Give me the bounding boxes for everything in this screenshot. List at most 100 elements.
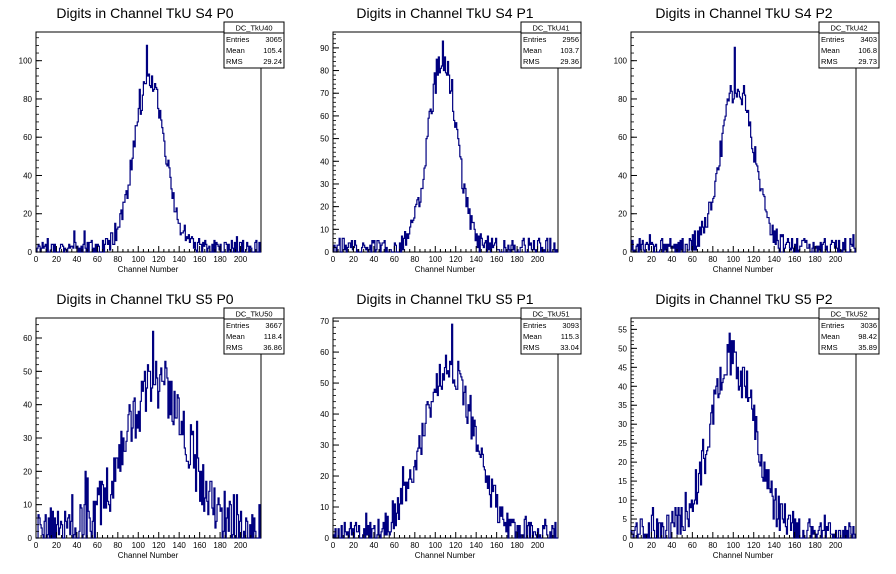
- histogram-panel: Digits in Channel TkU S4 P0 0 20 40 60 80 100 1…: [19, 5, 285, 274]
- x-tick-label: 80: [708, 541, 717, 550]
- y-tick-label: 60: [23, 133, 32, 142]
- x-tick-label: 160: [490, 541, 504, 550]
- y-tick-label: 60: [23, 334, 32, 343]
- x-tick-label: 180: [510, 541, 524, 550]
- histogram-line: [333, 40, 558, 253]
- x-tick-label: 140: [173, 541, 187, 550]
- y-tick-label: 60: [320, 112, 329, 121]
- x-tick-label: 120: [152, 255, 166, 264]
- stats-entries-value: 3403: [860, 35, 877, 44]
- y-tick-label: 80: [23, 95, 32, 104]
- x-tick-label: 200: [531, 541, 545, 550]
- chart-title: Digits in Channel TkU S5 P1: [356, 291, 533, 307]
- x-tick-label: 140: [173, 255, 187, 264]
- y-tick-label: 35: [618, 401, 627, 410]
- y-tick-label: 100: [614, 57, 628, 66]
- x-tick-label: 120: [449, 255, 463, 264]
- stats-entries-label: Entries: [226, 321, 250, 330]
- y-tick-label: 90: [320, 44, 329, 53]
- chart-title: Digits in Channel TkU S4 P2: [655, 5, 832, 21]
- x-tick-label: 140: [470, 255, 484, 264]
- stats-box-frame: [223, 307, 285, 355]
- stats-name: DC_TkU42: [830, 24, 867, 33]
- x-tick-label: 0: [34, 541, 39, 550]
- x-tick-label: 200: [829, 541, 843, 550]
- x-tick-label: 160: [193, 541, 207, 550]
- y-tick-label: 40: [320, 410, 329, 419]
- stats-mean-value: 106.8: [858, 46, 877, 55]
- stats-rms-label: RMS: [523, 343, 540, 352]
- x-tick-label: 180: [510, 255, 524, 264]
- x-tick-label: 40: [369, 255, 378, 264]
- stats-entries-label: Entries: [523, 321, 547, 330]
- y-tick-label: 40: [23, 171, 32, 180]
- x-axis-label: Channel Number: [415, 551, 476, 560]
- y-tick-label: 10: [618, 496, 627, 505]
- stats-rms-value: 33.04: [560, 343, 579, 352]
- y-tick-label: 10: [320, 225, 329, 234]
- x-tick-label: 200: [531, 255, 545, 264]
- stats-rms-value: 36.86: [263, 343, 282, 352]
- stats-rms-label: RMS: [821, 57, 838, 66]
- stats-box: DC_TkU51 Entries 3093 Mean 115.3 RMS 33.04: [520, 307, 582, 355]
- stats-box: DC_TkU40 Entries 3065 Mean 105.4 RMS 29.24: [223, 21, 285, 69]
- stats-mean-value: 103.7: [560, 46, 579, 55]
- stats-mean-label: Mean: [821, 332, 840, 341]
- chart-title: Digits in Channel TkU S5 P2: [655, 291, 832, 307]
- stats-mean-label: Mean: [821, 46, 840, 55]
- stats-mean-label: Mean: [523, 332, 542, 341]
- x-tick-label: 40: [72, 255, 81, 264]
- y-tick-label: 20: [23, 467, 32, 476]
- stats-rms-value: 29.36: [560, 57, 579, 66]
- histogram-line: [630, 332, 856, 539]
- x-tick-label: 0: [331, 255, 336, 264]
- y-tick-label: 10: [320, 503, 329, 512]
- y-tick-label: 0: [28, 534, 33, 543]
- y-tick-label: 70: [320, 89, 329, 98]
- x-tick-label: 200: [234, 255, 248, 264]
- x-tick-label: 20: [52, 255, 61, 264]
- stats-box-frame: [520, 21, 582, 69]
- histogram-panel: Digits in Channel TkU S5 P00 20 40 60 80 100 1…: [23, 291, 285, 560]
- stats-entries-value: 3093: [562, 321, 579, 330]
- y-tick-label: 40: [23, 401, 32, 410]
- y-tick-label: 70: [320, 317, 329, 326]
- stats-entries-label: Entries: [821, 321, 845, 330]
- stats-box: DC_TkU52 Entries 3036 Mean 98.42 RMS 35.89: [818, 307, 880, 355]
- x-tick-label: 20: [52, 541, 61, 550]
- x-tick-label: 140: [768, 541, 782, 550]
- x-tick-label: 100: [429, 255, 443, 264]
- x-tick-label: 160: [490, 255, 504, 264]
- stats-box: DC_TkU42 Entries 3403 Mean 106.8 RMS 29.73: [818, 21, 880, 69]
- x-tick-label: 20: [647, 255, 656, 264]
- y-tick-label: 30: [320, 180, 329, 189]
- stats-entries-value: 2956: [562, 35, 579, 44]
- histogram-panel: Digits in Channel TkU S4 P10 20 40 60 80 100 1…: [320, 5, 582, 274]
- x-tick-label: 40: [667, 255, 676, 264]
- stats-entries-value: 3065: [265, 35, 282, 44]
- x-tick-label: 180: [213, 541, 227, 550]
- x-tick-label: 40: [72, 541, 81, 550]
- y-tick-label: 0: [623, 534, 628, 543]
- x-tick-label: 60: [390, 541, 399, 550]
- stats-box-frame: [223, 21, 285, 69]
- stats-entries-label: Entries: [821, 35, 845, 44]
- histogram-panel: Digits in Channel TkU S5 P20 20 40 60 80 100 1…: [618, 291, 880, 560]
- y-tick-label: 25: [618, 439, 627, 448]
- x-tick-label: 200: [829, 255, 843, 264]
- stats-rms-label: RMS: [523, 57, 540, 66]
- x-tick-label: 80: [113, 541, 122, 550]
- x-tick-label: 180: [808, 255, 822, 264]
- x-tick-label: 60: [390, 255, 399, 264]
- chart-title: Digits in Channel TkU S5 P0: [56, 291, 233, 307]
- x-axis-label: Channel Number: [713, 265, 774, 274]
- x-tick-label: 120: [747, 255, 761, 264]
- stats-name: DC_TkU41: [532, 24, 569, 33]
- x-tick-label: 200: [234, 541, 248, 550]
- y-tick-label: 50: [320, 135, 329, 144]
- stats-box-frame: [818, 307, 880, 355]
- x-tick-label: 160: [788, 255, 802, 264]
- chart-title: Digits in Channel TkU S4 P0: [56, 5, 233, 21]
- x-tick-label: 0: [629, 255, 634, 264]
